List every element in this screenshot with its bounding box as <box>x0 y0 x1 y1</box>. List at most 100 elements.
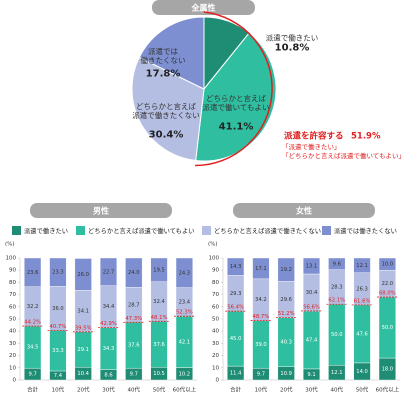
total-label: 52.3% <box>176 310 193 316</box>
segment-label: 26.0 <box>77 272 89 278</box>
y-tick-label: 60 <box>9 304 16 310</box>
bar-segment <box>49 257 67 287</box>
slice-label: どちらかと言えば 派遣で働いてもよい <box>202 94 270 112</box>
total-label: 40.7% <box>50 324 67 330</box>
segment-label: 9.7 <box>130 372 138 378</box>
bar-segment <box>227 257 245 276</box>
y-tick-label: 10 <box>9 365 16 371</box>
segment-label: 10.9 <box>280 371 292 377</box>
total-label: 42.9% <box>100 321 117 327</box>
header-title: 男性 <box>93 206 109 216</box>
header-pill <box>233 203 375 218</box>
segment-label: 10.4 <box>77 371 89 377</box>
x-tick-label: 10代 <box>255 386 268 394</box>
bar-segment <box>378 257 396 271</box>
header-title: 全属性 <box>191 3 216 13</box>
x-tick-label: 合計 <box>230 386 242 394</box>
bar-segment <box>175 257 193 288</box>
segment-label: 29.1 <box>77 347 89 353</box>
legend-swatch <box>76 226 85 235</box>
slice-value: 41.1% <box>218 121 254 133</box>
segment-label: 11.4 <box>230 371 242 377</box>
y-tick-label: 30 <box>212 341 219 347</box>
y-tick-label: 30 <box>9 341 16 347</box>
slice-label: どちらかと言えば 派遣で働きたくない <box>132 102 200 120</box>
x-tick-label: 合計 <box>27 386 39 394</box>
total-label: 47.3% <box>125 316 142 322</box>
slice-label: 派遣では 働きたくない <box>140 47 186 65</box>
bar-segment <box>252 257 270 280</box>
y-tick-label: 50 <box>212 317 219 323</box>
segment-label: 47.6 <box>356 331 368 337</box>
accept-bracket <box>195 11 273 167</box>
x-tick-label: 60代以上 <box>376 386 400 394</box>
segment-label: 32.4 <box>153 299 165 305</box>
total-label: 56.4% <box>227 305 244 311</box>
segment-label: 19.2 <box>280 267 292 273</box>
segment-label: 14.3 <box>230 264 242 270</box>
header-pill <box>30 203 172 218</box>
annotation-note: 「派遣で働きたい」 <box>282 142 341 151</box>
x-tick-label: 60代以上 <box>173 386 197 394</box>
total-label: 44.2% <box>24 320 41 326</box>
segment-label: 47.4 <box>306 337 318 343</box>
header-title: 女性 <box>296 206 312 216</box>
bar-segment <box>302 257 321 275</box>
bar-segment <box>125 257 143 288</box>
segment-label: 13.1 <box>306 263 318 269</box>
y-tick-label: 40 <box>212 329 219 335</box>
y-tick-label: 50 <box>9 317 16 323</box>
legend-label: どちらかと言えば派遣で働きたくない <box>214 226 321 235</box>
segment-label: 10.0 <box>382 262 394 268</box>
slice-label: 派遣で働きたい <box>265 33 319 43</box>
header-pill <box>152 0 255 15</box>
segment-label: 9.6 <box>333 261 341 267</box>
pie-slice <box>131 56 205 162</box>
pie-slice <box>195 32 277 162</box>
pie-slice <box>138 16 205 90</box>
segment-label: 18.0 <box>382 367 394 373</box>
segment-label: 22.0 <box>382 281 394 287</box>
segment-label: 39.0 <box>255 342 267 348</box>
y-tick-label: 100 <box>6 256 17 262</box>
segment-label: 37.6 <box>153 342 165 348</box>
y-unit: (%) <box>5 242 15 248</box>
segment-label: 14.0 <box>356 369 368 375</box>
segment-label: 45.0 <box>230 336 242 342</box>
segment-label: 9.7 <box>257 372 265 378</box>
segment-label: 28.7 <box>128 302 140 308</box>
total-label: 51.2% <box>278 311 295 317</box>
segment-label: 26.3 <box>356 286 368 292</box>
segment-label: 36.0 <box>52 306 64 312</box>
segment-label: 22.7 <box>103 269 115 275</box>
x-tick-label: 50代 <box>153 386 166 394</box>
segment-label: 9.1 <box>307 372 315 378</box>
x-tick-label: 40代 <box>128 386 141 394</box>
total-label: 48.7% <box>253 314 270 320</box>
bar-segment <box>99 257 118 286</box>
y-tick-label: 60 <box>212 304 219 310</box>
segment-label: 8.6 <box>104 372 112 378</box>
segment-label: 9.7 <box>29 372 37 378</box>
segment-label: 34.4 <box>103 304 115 310</box>
segment-label: 37.6 <box>128 343 140 349</box>
y-tick-label: 70 <box>9 292 16 298</box>
segment-label: 29.3 <box>230 291 242 297</box>
x-tick-label: 50代 <box>356 386 369 394</box>
bar-segment <box>353 257 371 273</box>
segment-label: 34.3 <box>103 346 115 352</box>
segment-label: 33.3 <box>52 348 64 354</box>
segment-label: 19.5 <box>153 267 165 273</box>
legend-swatch <box>12 226 21 235</box>
x-tick-label: 10代 <box>52 386 65 394</box>
segment-label: 17.1 <box>255 266 267 272</box>
segment-label: 34.2 <box>255 297 267 303</box>
bar-segment <box>24 257 42 287</box>
x-tick-label: 30代 <box>305 386 318 394</box>
annotation-title: 派遣を許容する <box>284 131 344 142</box>
segment-label: 10.2 <box>179 371 191 377</box>
y-tick-label: 100 <box>209 256 220 262</box>
annotation-value: 51.9% <box>351 132 381 142</box>
legend-swatch <box>202 226 211 235</box>
